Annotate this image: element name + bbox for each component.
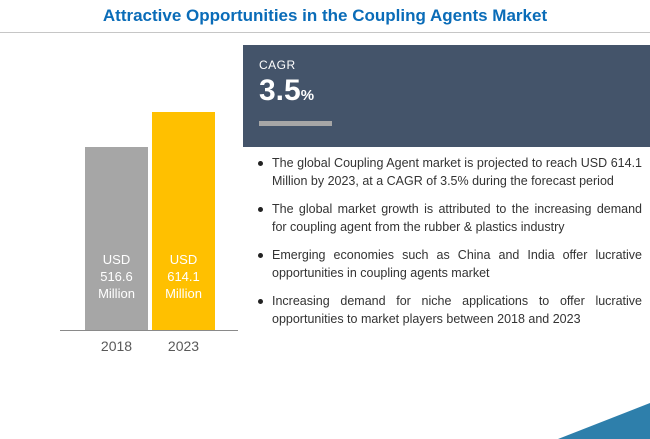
cagr-percent-sign: % bbox=[300, 87, 315, 104]
bar-chart: USD 516.6 Million USD 614.1 Million bbox=[85, 112, 215, 330]
bar-value-label-2023: USD 614.1 Million bbox=[165, 252, 202, 301]
bar-2018: USD 516.6 Million bbox=[85, 147, 148, 330]
title-divider bbox=[0, 32, 650, 33]
page-title: Attractive Opportunities in the Coupling… bbox=[102, 6, 548, 25]
bullet-item-4: Increasing demand for niche applications… bbox=[256, 293, 642, 328]
x-axis-ticks: 2018 2023 bbox=[85, 338, 215, 354]
cagr-number: 3.5 bbox=[259, 74, 301, 107]
bar-2023: USD 614.1 Million bbox=[152, 112, 215, 330]
bullet-item-1: The global Coupling Agent market is proj… bbox=[256, 155, 642, 190]
corner-accent-shape bbox=[558, 403, 650, 439]
cagr-value: 3.5% bbox=[259, 74, 650, 113]
x-tick-2018: 2018 bbox=[100, 338, 133, 354]
cagr-label: CAGR bbox=[259, 58, 296, 72]
bullet-item-2: The global market growth is attributed t… bbox=[256, 201, 642, 236]
cagr-panel: CAGR 3.5% bbox=[243, 45, 650, 147]
bullet-item-3: Emerging economies such as China and Ind… bbox=[256, 247, 642, 282]
x-tick-2023: 2023 bbox=[167, 338, 200, 354]
x-axis-line bbox=[60, 330, 238, 331]
cagr-underline bbox=[259, 121, 332, 126]
bullet-list: The global Coupling Agent market is proj… bbox=[256, 155, 642, 339]
bar-value-label-2018: USD 516.6 Million bbox=[98, 252, 135, 301]
